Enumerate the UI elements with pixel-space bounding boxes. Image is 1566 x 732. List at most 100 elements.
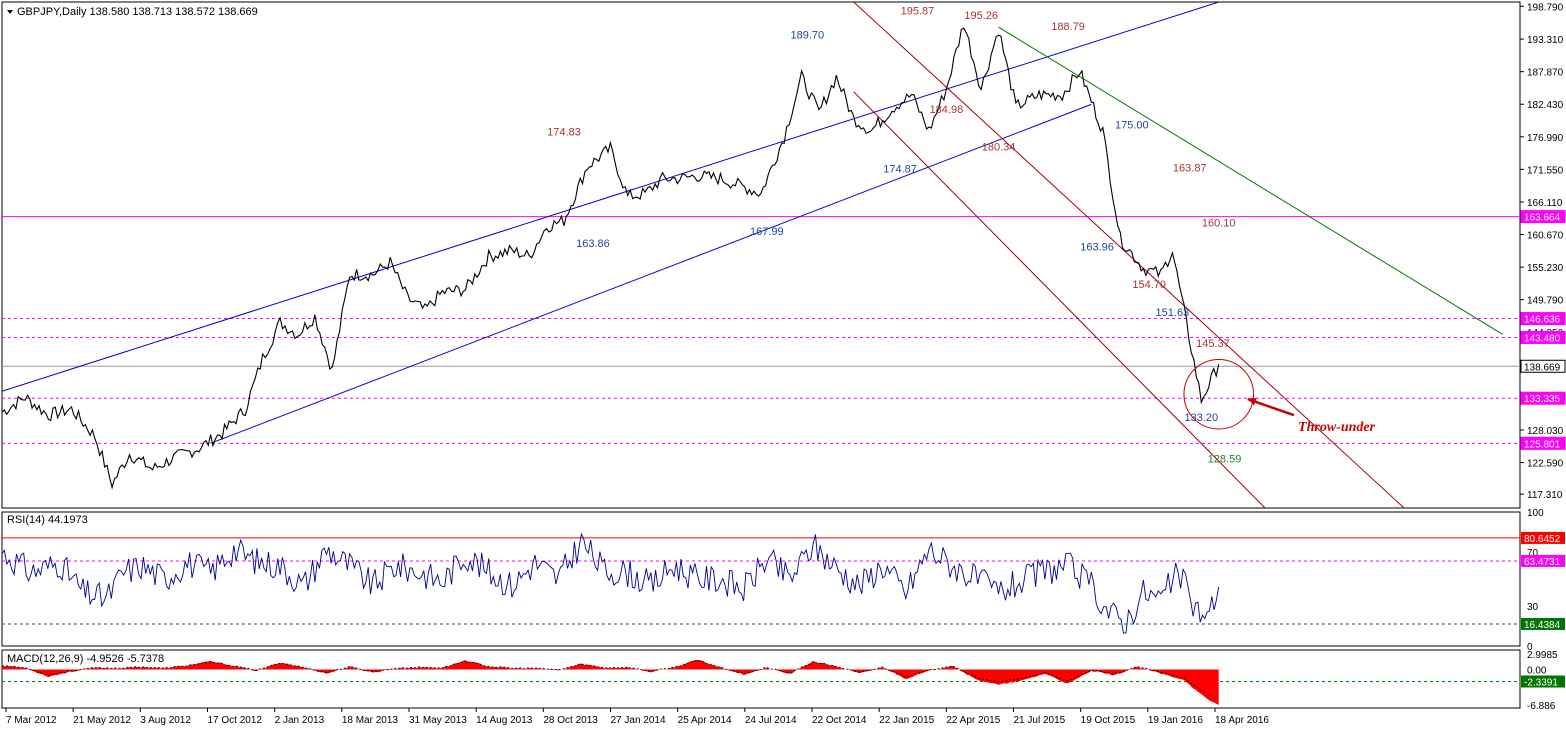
rsi-level-tag: [1521, 617, 1565, 630]
price-annotation: 175.00: [1115, 119, 1149, 131]
price-tick-label: 171.550: [1527, 165, 1564, 176]
trend-lines: [2, 2, 1503, 508]
rsi-panel-frame: [1, 511, 1521, 647]
throw-under-callout: Throw-under: [1183, 358, 1376, 435]
price-annotation: 163.86: [576, 238, 610, 250]
time-tick-label: 22 Oct 2014: [812, 715, 867, 726]
dropdown-triangle-icon: [7, 10, 13, 14]
macd-level-tag-label: -2.3391: [1524, 678, 1558, 689]
level-tag-label: 146.636: [1524, 315, 1561, 326]
time-tick-label: 31 May 2013: [409, 715, 467, 726]
price-annotation: 128.59: [1208, 453, 1242, 465]
rsi-line: [2, 532, 1220, 634]
level-tag: [1520, 330, 1566, 344]
price-tick-label: 166.110: [1527, 198, 1563, 209]
time-tick-label: 21 Jul 2015: [1014, 715, 1066, 726]
level-tag-label: 138.669: [1524, 362, 1561, 373]
level-tag: [1520, 359, 1566, 373]
level-tag-label: 125.801: [1524, 439, 1561, 450]
trend-line-blue-upper: [2, 2, 1219, 392]
price-annotation: 184.98: [930, 104, 964, 116]
rsi-tick-label: 0: [1527, 642, 1533, 653]
time-tick-label: 18 Apr 2016: [1215, 715, 1269, 726]
horizontal-levels: [2, 216, 1520, 444]
price-annotation: 167.99: [750, 226, 784, 238]
macd-signal-line: [2, 660, 1216, 699]
time-tick-label: 3 Aug 2012: [140, 715, 191, 726]
time-tick-label: 19 Jan 2016: [1148, 715, 1203, 726]
time-tick-label: 22 Jan 2015: [879, 715, 934, 726]
price-tick-label: 187.870: [1527, 68, 1564, 79]
time-axis: 7 Mar 2012 21 May 2012 3 Aug 2012 17 Oct 20…: [5, 708, 1269, 726]
rsi-panel: 100 70 30 0 80.6452 63.4731 16.4384: [2, 508, 1565, 653]
rsi-level-tag-label: 16.4384: [1524, 620, 1561, 631]
annotations: 195.87 195.26 189.70 188.79 174.83 184.98 175.…: [547, 6, 1241, 466]
price-annotation: 151.63: [1156, 307, 1190, 319]
price-annotation: 154.70: [1132, 279, 1166, 291]
trend-line-red-lower: [853, 91, 1266, 508]
price-annotation: 160.10: [1202, 218, 1236, 230]
price-annotation: 163.96: [1080, 242, 1114, 254]
price-tick-label: 122.590: [1527, 459, 1564, 470]
price-annotation: 189.70: [791, 30, 825, 42]
symbol-header: GBPJPY,Daily 138.580 138.713 138.572 138…: [7, 6, 258, 18]
macd-tick-label: 2.9985: [1527, 650, 1558, 661]
macd-tick-label: -6.886: [1527, 701, 1556, 712]
symbol-info: GBPJPY,Daily 138.580 138.713 138.572 138…: [17, 6, 258, 18]
macd-histogram: [2, 659, 1219, 705]
time-tick-label: 24 Jul 2014: [745, 715, 797, 726]
price-tick-label: 160.670: [1527, 231, 1564, 242]
time-tick-label: 14 Aug 2013: [476, 715, 533, 726]
level-tag: [1520, 436, 1566, 450]
trend-line-red-upper: [853, 2, 1405, 508]
price-annotation: 188.79: [1051, 21, 1085, 33]
rsi-info: RSI(14) 44.1973: [7, 514, 88, 526]
price-annotation: 195.26: [964, 10, 998, 22]
price-tick-label: 176.990: [1527, 133, 1564, 144]
time-tick-label: 2 Jan 2013: [275, 715, 325, 726]
rsi-level-tag-label: 63.4731: [1524, 557, 1561, 568]
rsi-tick-label: 100: [1527, 508, 1544, 519]
time-tick-label: 19 Oct 2015: [1081, 715, 1136, 726]
level-tag: [1520, 391, 1566, 405]
rsi-plot: [2, 532, 1520, 634]
time-tick-label: 28 Oct 2013: [543, 715, 598, 726]
price-annotation: 145.37: [1196, 338, 1230, 350]
price-axis: 198.790 193.310 187.870 182.430 176.990 171.5…: [1520, 2, 1566, 501]
macd-info: MACD(12,26,9) -4.9526 -5.7378: [7, 653, 164, 665]
price-tick-label: 128.030: [1527, 426, 1564, 437]
price-annotation: 174.87: [883, 164, 917, 176]
price-tick-label: 149.790: [1527, 296, 1564, 307]
level-tag: [1520, 210, 1566, 224]
macd-panel-frame: [1, 649, 1521, 709]
level-tag-label: 133.335: [1524, 394, 1561, 405]
price-tick-label: 155.230: [1527, 263, 1564, 274]
price-annotation: 180.34: [982, 142, 1016, 154]
time-tick-label: 18 Mar 2013: [342, 715, 399, 726]
throw-under-label: Throw-under: [1298, 420, 1376, 435]
time-tick-label: 27 Jan 2014: [611, 715, 666, 726]
price-annotation: 133.20: [1185, 412, 1219, 424]
price-line: [2, 27, 1220, 490]
time-tick-label: 17 Oct 2012: [208, 715, 263, 726]
price-tick-label: 182.430: [1527, 100, 1564, 111]
price-annotation: 195.87: [901, 6, 935, 18]
rsi-tick-label: 70: [1527, 548, 1539, 559]
rsi-level-tag-label: 80.6452: [1524, 534, 1561, 545]
macd-panel: 2.9985 0.00 -6.886 -2.3391: [2, 650, 1565, 712]
price-tick-label: 198.790: [1527, 2, 1564, 13]
macd-tick-label: 0.00: [1527, 666, 1547, 677]
price-tick-label: 193.310: [1527, 35, 1564, 46]
price-tick-label: 117.310: [1527, 490, 1563, 501]
macd-plot: [2, 659, 1520, 705]
time-tick-label: 21 May 2012: [73, 715, 131, 726]
time-tick-label: 25 Apr 2014: [678, 715, 732, 726]
throw-under-circle: [1183, 358, 1254, 430]
price-series: [2, 27, 1220, 490]
price-panel-frame: [1, 1, 1521, 509]
throw-under-arrowhead-icon: [1247, 398, 1257, 406]
time-tick-label: 7 Mar 2012: [6, 715, 57, 726]
price-annotation: 163.87: [1173, 162, 1207, 174]
throw-under-arrow: [1247, 397, 1295, 417]
